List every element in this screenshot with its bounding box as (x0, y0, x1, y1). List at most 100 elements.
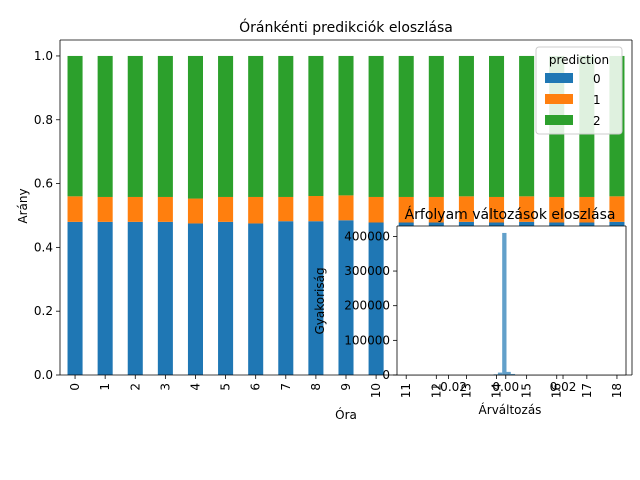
bar-hour-10-prediction-2 (368, 55, 384, 197)
bar-hour-0-prediction-2 (67, 55, 83, 197)
main-y-axis-title: Arány (16, 188, 30, 223)
bar-hour-14-prediction-1 (489, 196, 505, 223)
x-tick-label: 15 (520, 383, 534, 398)
bar-hour-12-prediction-2 (428, 55, 444, 197)
bar-hour-6-prediction-1 (248, 196, 264, 224)
bar-hour-9-prediction-2 (338, 55, 354, 196)
bar-hour-0-prediction-0 (67, 221, 83, 375)
bar-hour-5-prediction-1 (218, 196, 234, 222)
y-tick-label: 0.6 (34, 177, 53, 191)
main-x-axis-title: Óra (335, 407, 357, 422)
bar-hour-9-prediction-1 (338, 195, 354, 221)
inset-x-axis-title: Árváltozás (479, 402, 542, 417)
y-tick-label: 0.0 (34, 368, 53, 382)
inset-y-tick-label: 400000 (344, 229, 390, 243)
inset-axes-group: −0.02 0.00 0.02 0 100000 200000 300000 400000 (344, 225, 627, 394)
x-tick-label: 13 (459, 383, 473, 398)
histogram-bin-2 (502, 232, 507, 375)
bar-hour-9-prediction-0 (338, 220, 354, 375)
bar-hour-15-prediction-1 (519, 196, 535, 222)
legend-swatch-2 (545, 115, 573, 125)
legend-label-2: 2 (593, 114, 601, 128)
bar-hour-3-prediction-1 (157, 196, 173, 222)
inset-y-tick-label: 300000 (344, 264, 390, 278)
x-tick-label: 5 (219, 383, 233, 391)
bar-hour-17-prediction-1 (579, 196, 595, 223)
bar-hour-8-prediction-2 (308, 55, 324, 197)
bar-hour-1-prediction-0 (97, 221, 113, 375)
bar-hour-7-prediction-0 (278, 221, 294, 375)
x-tick-label: 16 (550, 383, 564, 398)
inset-y-axis-title: Gyakoriság (313, 267, 327, 334)
x-tick-label: 17 (580, 383, 594, 398)
bar-hour-11-prediction-2 (398, 55, 414, 197)
bar-hour-11-prediction-1 (398, 196, 414, 223)
inset-x-tick-label: −0.02 (430, 380, 467, 394)
bar-hour-6-prediction-0 (248, 223, 264, 375)
inset-x-tick-label: 0.02 (550, 380, 577, 394)
main-axes-group: 0 1 2 3 4 5 6 7 8 9 10 11 12 13 14 15 16 17 180.00.20.40.6… (34, 39, 633, 398)
x-tick-label: 18 (610, 383, 624, 398)
legend: prediction 0 1 2 (535, 46, 623, 135)
bar-hour-13-prediction-1 (458, 196, 474, 222)
bar-hour-0-prediction-1 (67, 196, 83, 222)
x-tick-label: 0 (68, 383, 82, 391)
bar-hour-7-prediction-2 (278, 55, 294, 197)
bar-hour-13-prediction-2 (458, 55, 474, 197)
y-tick-label: 0.8 (34, 113, 53, 127)
bar-hour-14-prediction-2 (489, 55, 505, 197)
bar-hour-3-prediction-2 (157, 55, 173, 197)
histogram-inset-chart: Árfolyam változások eloszlása −0.02 0.00 0… (313, 206, 627, 417)
inset-x-tick-label: 0.00 (492, 380, 519, 394)
y-tick-label: 0.4 (34, 240, 53, 254)
x-tick-label: 7 (279, 383, 293, 391)
bar-hour-16-prediction-1 (549, 196, 565, 223)
x-tick-label: 8 (309, 383, 323, 391)
x-tick-label: 2 (128, 383, 142, 391)
inset-y-tick-label: 200000 (344, 299, 390, 313)
bar-hour-7-prediction-1 (278, 196, 294, 222)
bar-hour-10-prediction-1 (368, 196, 384, 223)
bar-hour-8-prediction-1 (308, 196, 324, 222)
legend-swatch-0 (545, 73, 573, 83)
bar-hour-1-prediction-2 (97, 55, 113, 197)
x-tick-label: 10 (369, 383, 383, 398)
bar-hour-5-prediction-2 (218, 55, 234, 197)
bar-hour-10-prediction-0 (368, 222, 384, 375)
bar-hour-1-prediction-1 (97, 196, 113, 222)
legend-items: 0 1 2 (545, 72, 601, 128)
bar-hour-5-prediction-0 (218, 221, 234, 375)
bar-hour-2-prediction-2 (127, 55, 143, 197)
bar-hour-3-prediction-0 (157, 221, 173, 375)
legend-title: prediction (549, 53, 609, 67)
legend-swatch-1 (545, 94, 573, 104)
y-tick-label: 0.2 (34, 304, 53, 318)
bar-hour-15-prediction-2 (519, 55, 535, 197)
bar-hour-12-prediction-1 (428, 196, 444, 223)
bar-hour-4-prediction-0 (187, 223, 203, 375)
inset-plot-background (397, 226, 626, 375)
legend-label-1: 1 (593, 93, 601, 107)
x-tick-label: 9 (339, 383, 353, 391)
x-tick-label: 12 (429, 383, 443, 398)
histogram-bin-4 (510, 373, 516, 375)
bar-hour-4-prediction-1 (187, 198, 203, 224)
bar-hour-8-prediction-0 (308, 221, 324, 375)
x-tick-label: 14 (490, 383, 504, 398)
bar-hour-6-prediction-2 (248, 55, 264, 197)
histogram-bin-1 (497, 372, 503, 375)
histogram-bin-3 (506, 371, 511, 375)
legend-label-0: 0 (593, 72, 601, 86)
inset-y-tick-label: 0 (382, 368, 390, 382)
x-tick-label: 1 (98, 383, 112, 391)
x-tick-label: 6 (249, 383, 263, 391)
bar-hour-2-prediction-0 (127, 221, 143, 375)
x-tick-label: 4 (188, 383, 202, 391)
bar-hour-18-prediction-1 (609, 196, 625, 222)
x-tick-label: 11 (399, 383, 413, 398)
bar-hour-4-prediction-2 (187, 55, 203, 199)
y-tick-label: 1.0 (34, 49, 53, 63)
legend-box (535, 46, 623, 135)
main-chart-title: Óránkénti predikciók eloszlása (239, 18, 453, 36)
